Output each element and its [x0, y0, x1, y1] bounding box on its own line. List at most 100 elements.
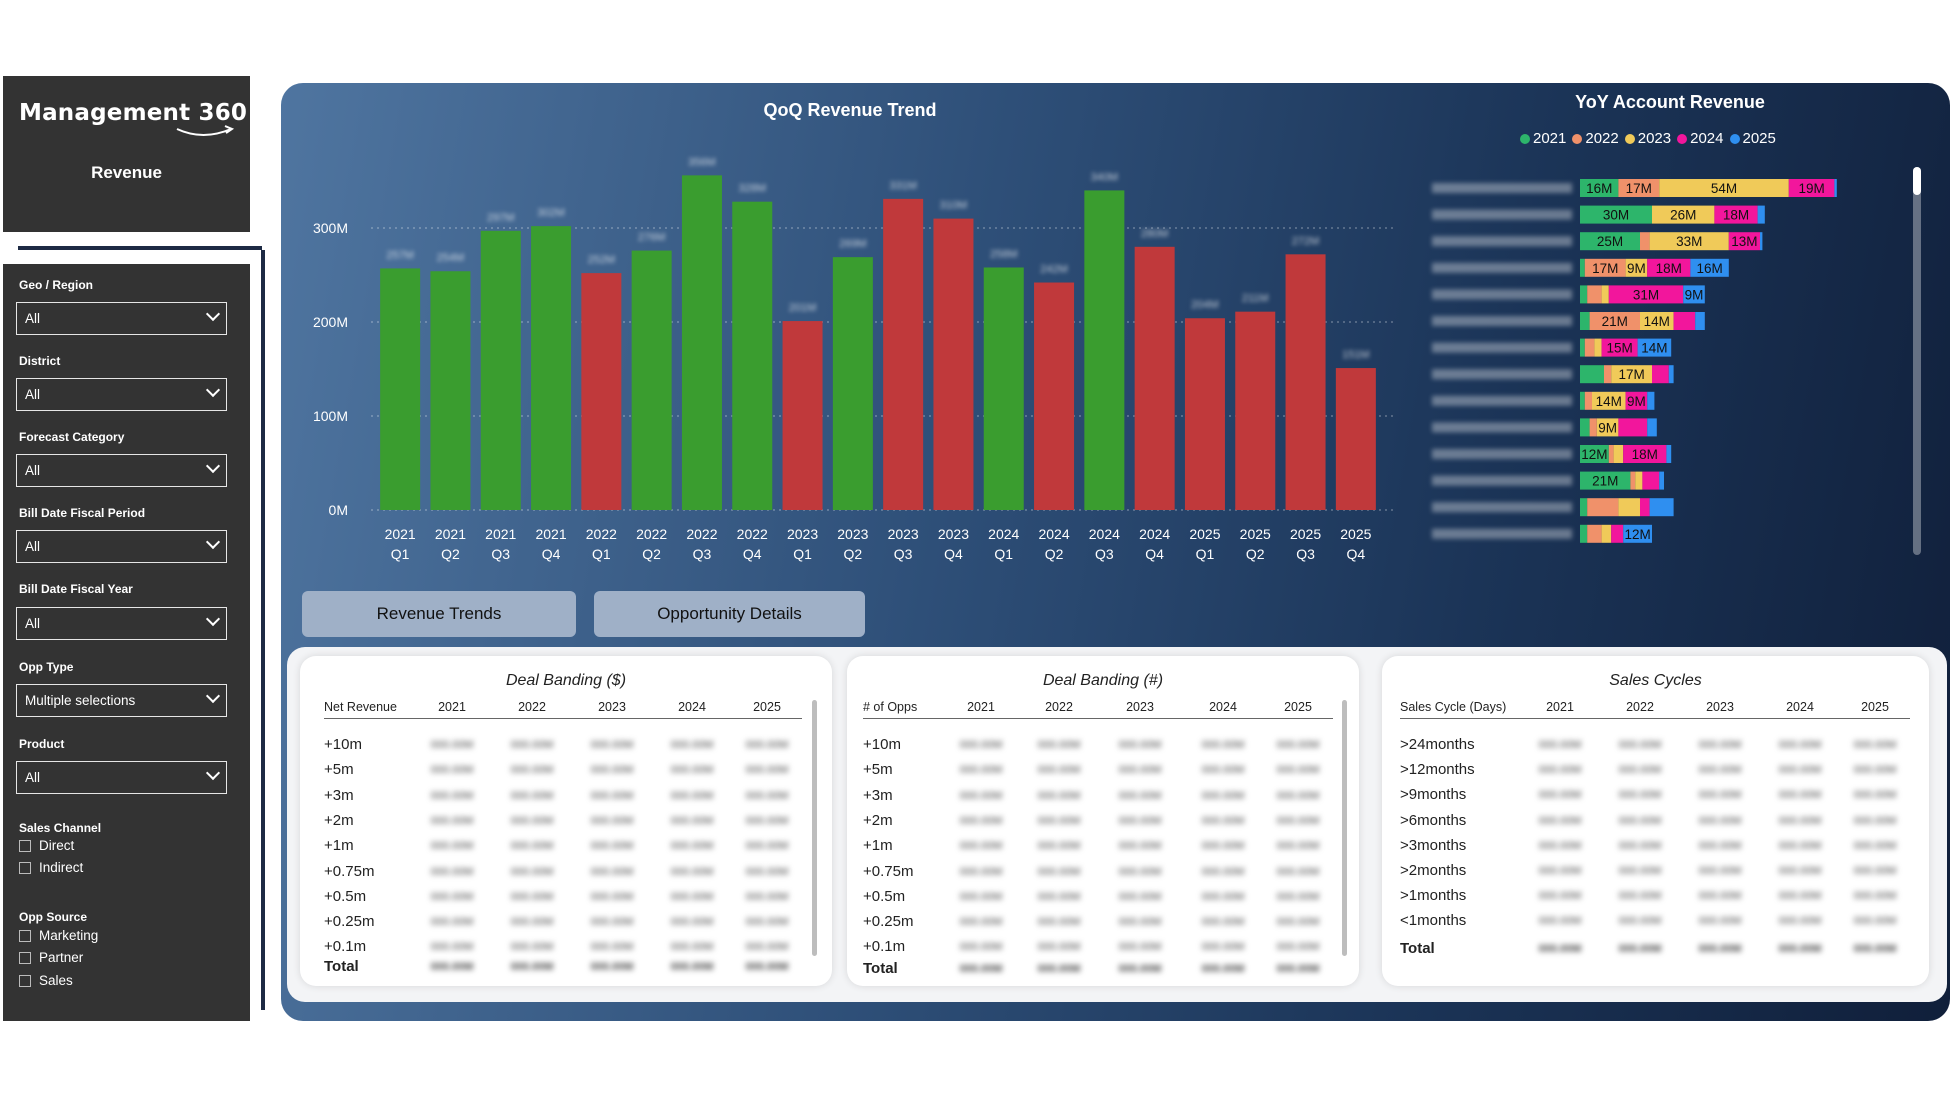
yoy-bar-segment[interactable] [1580, 498, 1588, 517]
qoq-bar[interactable] [933, 218, 974, 510]
yoy-bar-segment[interactable] [1625, 258, 1648, 277]
yoy-bar-segment[interactable] [1580, 232, 1640, 251]
product-dropdown[interactable]: All [16, 761, 227, 794]
geo-region-dropdown[interactable]: All [16, 302, 227, 335]
qoq-bar[interactable] [631, 250, 672, 510]
yoy-bar-segment[interactable] [1757, 205, 1765, 224]
opp-source-partner-checkbox[interactable]: Partner [19, 950, 83, 965]
yoy-bar-segment[interactable] [1611, 365, 1652, 384]
yoy-scrollbar-thumb[interactable] [1913, 167, 1921, 195]
qoq-bar[interactable] [430, 271, 471, 510]
yoy-bar-segment[interactable] [1580, 285, 1588, 304]
tab-opportunity-details[interactable]: Opportunity Details [594, 591, 865, 637]
yoy-bar-segment[interactable] [1647, 258, 1691, 277]
yoy-bar-segment[interactable] [1640, 232, 1650, 251]
tab-revenue-trends[interactable]: Revenue Trends [302, 591, 576, 637]
qoq-bar[interactable] [1235, 311, 1276, 510]
yoy-bar-segment[interactable] [1608, 445, 1614, 463]
sales-channel-indirect-checkbox[interactable]: Indirect [19, 860, 83, 875]
qoq-bar[interactable] [531, 226, 572, 510]
yoy-bar-segment[interactable] [1580, 418, 1590, 437]
yoy-bar-segment[interactable] [1647, 391, 1655, 410]
yoy-bar-segment[interactable] [1584, 391, 1592, 410]
yoy-bar-segment[interactable] [1642, 471, 1660, 490]
yoy-bar-segment[interactable] [1652, 365, 1669, 384]
yoy-bar-segment[interactable] [1596, 418, 1619, 437]
yoy-bar-segment[interactable] [1714, 205, 1758, 224]
forecast-category-dropdown[interactable]: All [16, 454, 227, 487]
yoy-bar-segment[interactable] [1649, 232, 1729, 251]
qoq-bar[interactable] [380, 268, 421, 510]
yoy-bar-segment[interactable] [1728, 232, 1760, 251]
yoy-bar-segment[interactable] [1788, 179, 1835, 197]
qoq-bar[interactable] [1285, 254, 1326, 510]
yoy-scrollbar-track[interactable] [1913, 167, 1921, 555]
yoy-bar-segment[interactable] [1580, 338, 1585, 357]
bill-date-fiscal-year-dropdown[interactable]: All [16, 607, 227, 640]
yoy-bar-segment[interactable] [1601, 285, 1609, 304]
yoy-bar-segment[interactable] [1659, 471, 1664, 490]
sales-channel-direct-checkbox[interactable]: Direct [19, 838, 74, 853]
qoq-bar[interactable] [1184, 318, 1225, 510]
yoy-bar-segment[interactable] [1580, 258, 1585, 277]
opp-source-marketing-checkbox[interactable]: Marketing [19, 928, 98, 943]
yoy-bar-segment[interactable] [1668, 365, 1674, 384]
table-scrollbar[interactable] [812, 700, 817, 956]
yoy-bar-segment[interactable] [1584, 338, 1595, 357]
yoy-bar-segment[interactable] [1623, 445, 1667, 463]
yoy-bar-segment[interactable] [1618, 418, 1648, 437]
opp-source-sales-checkbox[interactable]: Sales [19, 973, 73, 988]
yoy-bar-segment[interactable] [1640, 498, 1650, 517]
yoy-bar-segment[interactable] [1635, 471, 1643, 490]
yoy-bar-segment[interactable] [1834, 179, 1837, 197]
yoy-bar-segment[interactable] [1760, 232, 1763, 251]
yoy-bar-segment[interactable] [1640, 312, 1674, 330]
yoy-bar-segment[interactable] [1618, 498, 1640, 517]
yoy-bar-segment[interactable] [1649, 498, 1674, 517]
yoy-bar-segment[interactable] [1625, 391, 1648, 410]
qoq-bar[interactable] [581, 273, 622, 510]
yoy-bar-segment[interactable] [1673, 312, 1696, 330]
yoy-bar-segment[interactable] [1587, 285, 1602, 304]
yoy-bar-segment[interactable] [1647, 418, 1657, 437]
yoy-bar-segment[interactable] [1580, 205, 1652, 224]
qoq-bar[interactable] [681, 175, 722, 511]
yoy-bar-segment[interactable] [1659, 179, 1789, 197]
yoy-bar-segment[interactable] [1594, 338, 1602, 357]
yoy-bar-segment[interactable] [1580, 391, 1585, 410]
qoq-bar[interactable] [1335, 368, 1376, 510]
yoy-bar-segment[interactable] [1637, 338, 1672, 357]
yoy-bar-segment[interactable] [1580, 312, 1590, 330]
yoy-bar-segment[interactable] [1584, 258, 1626, 277]
yoy-bar-segment[interactable] [1601, 338, 1638, 357]
yoy-bar-segment[interactable] [1666, 445, 1672, 463]
bill-date-fiscal-period-dropdown[interactable]: All [16, 530, 227, 563]
qoq-bar[interactable] [1084, 190, 1125, 510]
qoq-bar[interactable] [1134, 246, 1175, 511]
yoy-bar-segment[interactable] [1618, 179, 1660, 197]
yoy-bar-segment[interactable] [1611, 524, 1624, 543]
yoy-bar-segment[interactable] [1592, 391, 1626, 410]
table-scrollbar[interactable] [1342, 700, 1347, 956]
yoy-bar-segment[interactable] [1580, 365, 1604, 384]
yoy-bar-segment[interactable] [1613, 445, 1624, 463]
qoq-bar[interactable] [883, 198, 924, 511]
qoq-bar[interactable] [983, 267, 1024, 510]
yoy-bar-segment[interactable] [1589, 312, 1640, 330]
yoy-bar-segment[interactable] [1630, 471, 1636, 490]
qoq-bar[interactable] [480, 230, 521, 510]
yoy-bar-segment[interactable] [1580, 524, 1588, 543]
yoy-bar-segment[interactable] [1580, 179, 1619, 197]
yoy-bar-segment[interactable] [1580, 445, 1609, 463]
qoq-bar[interactable] [732, 201, 773, 510]
yoy-bar-segment[interactable] [1580, 471, 1631, 490]
yoy-bar-segment[interactable] [1589, 418, 1597, 437]
qoq-bar[interactable] [832, 257, 873, 510]
yoy-bar-segment[interactable] [1587, 524, 1602, 543]
yoy-bar-segment[interactable] [1690, 258, 1729, 277]
qoq-bar[interactable] [1034, 282, 1075, 510]
district-dropdown[interactable]: All [16, 378, 227, 411]
yoy-bar-segment[interactable] [1695, 312, 1705, 330]
opp-type-dropdown[interactable]: Multiple selections [16, 684, 227, 717]
yoy-bar-segment[interactable] [1683, 285, 1705, 304]
